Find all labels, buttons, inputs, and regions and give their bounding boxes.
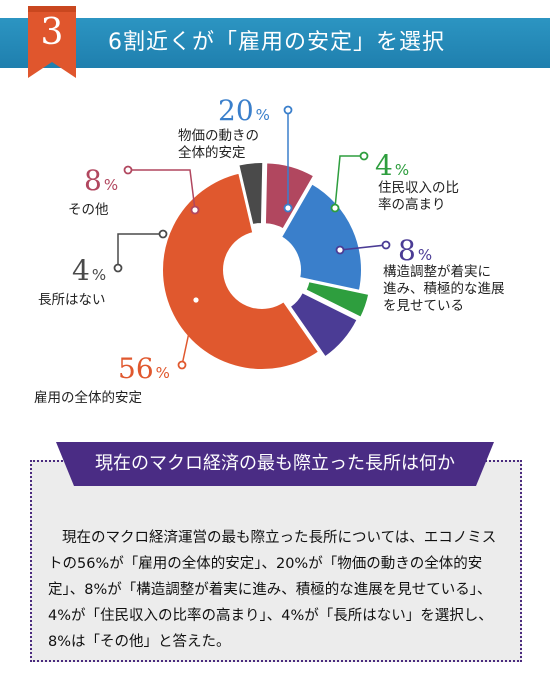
leader-dot xyxy=(283,105,293,115)
slice-category-label: 長所はない xyxy=(38,292,106,308)
donut-slice xyxy=(304,280,371,320)
leader-dot xyxy=(177,360,187,370)
summary-panel xyxy=(30,460,522,662)
leader-tip xyxy=(190,205,200,215)
donut-slice xyxy=(263,161,316,231)
slice-category-label: 物価の動きの全体的安定 xyxy=(178,128,259,161)
leader-dot xyxy=(359,151,369,161)
leader-dot xyxy=(113,263,123,273)
leader-tip xyxy=(158,229,168,239)
slice-category-label: 雇用の全体的安定 xyxy=(34,389,142,406)
slice-value-label: 20% xyxy=(218,94,270,127)
slice-value-label: 4% xyxy=(375,149,409,182)
slice-category-label: 住民収入の比率の高まり xyxy=(378,180,459,213)
section-number: 3 xyxy=(40,12,64,53)
donut-slice xyxy=(288,290,359,359)
slice-category-label: その他 xyxy=(68,202,109,218)
leader-line xyxy=(339,244,387,251)
leader-tip xyxy=(330,203,340,213)
summary-text: 現在のマクロ経済運営の最も際立った長所については、エコノミストの56%が「雇用の… xyxy=(48,529,497,650)
section-badge: 3 xyxy=(28,6,76,78)
section-title: 6割近くが「雇用の安定」を選択 xyxy=(108,30,445,55)
slice-value-label: 4% xyxy=(72,254,106,287)
summary-ribbon: 現在のマクロ経済の最も際立った長所は何か xyxy=(56,442,494,486)
leader-tip xyxy=(335,245,345,255)
leader-lines xyxy=(113,105,391,370)
leader-line xyxy=(334,155,364,209)
leader-tip xyxy=(191,295,201,305)
leader-line xyxy=(181,299,197,366)
slice-value-label: 8% xyxy=(84,164,118,197)
slice-value-label: 8% xyxy=(398,234,432,267)
slice-category-label: 構造調整が着実に進み、積極的な進展を見せている xyxy=(383,263,505,314)
ribbon-shape xyxy=(56,442,494,486)
donut-slice xyxy=(161,171,321,371)
leader-dot xyxy=(123,165,133,175)
donut-slice xyxy=(237,161,265,227)
leader-line xyxy=(117,233,163,268)
section-banner: 6割近くが「雇用の安定」を選択 xyxy=(0,18,550,68)
ribbon-badge-shape xyxy=(28,6,76,78)
summary-heading: 現在のマクロ経済の最も際立った長所は何か xyxy=(95,453,455,474)
leader-line xyxy=(128,169,196,211)
slice-value-label: 56% xyxy=(118,352,170,385)
leader-dot xyxy=(381,240,391,250)
leader-tip xyxy=(283,203,293,213)
